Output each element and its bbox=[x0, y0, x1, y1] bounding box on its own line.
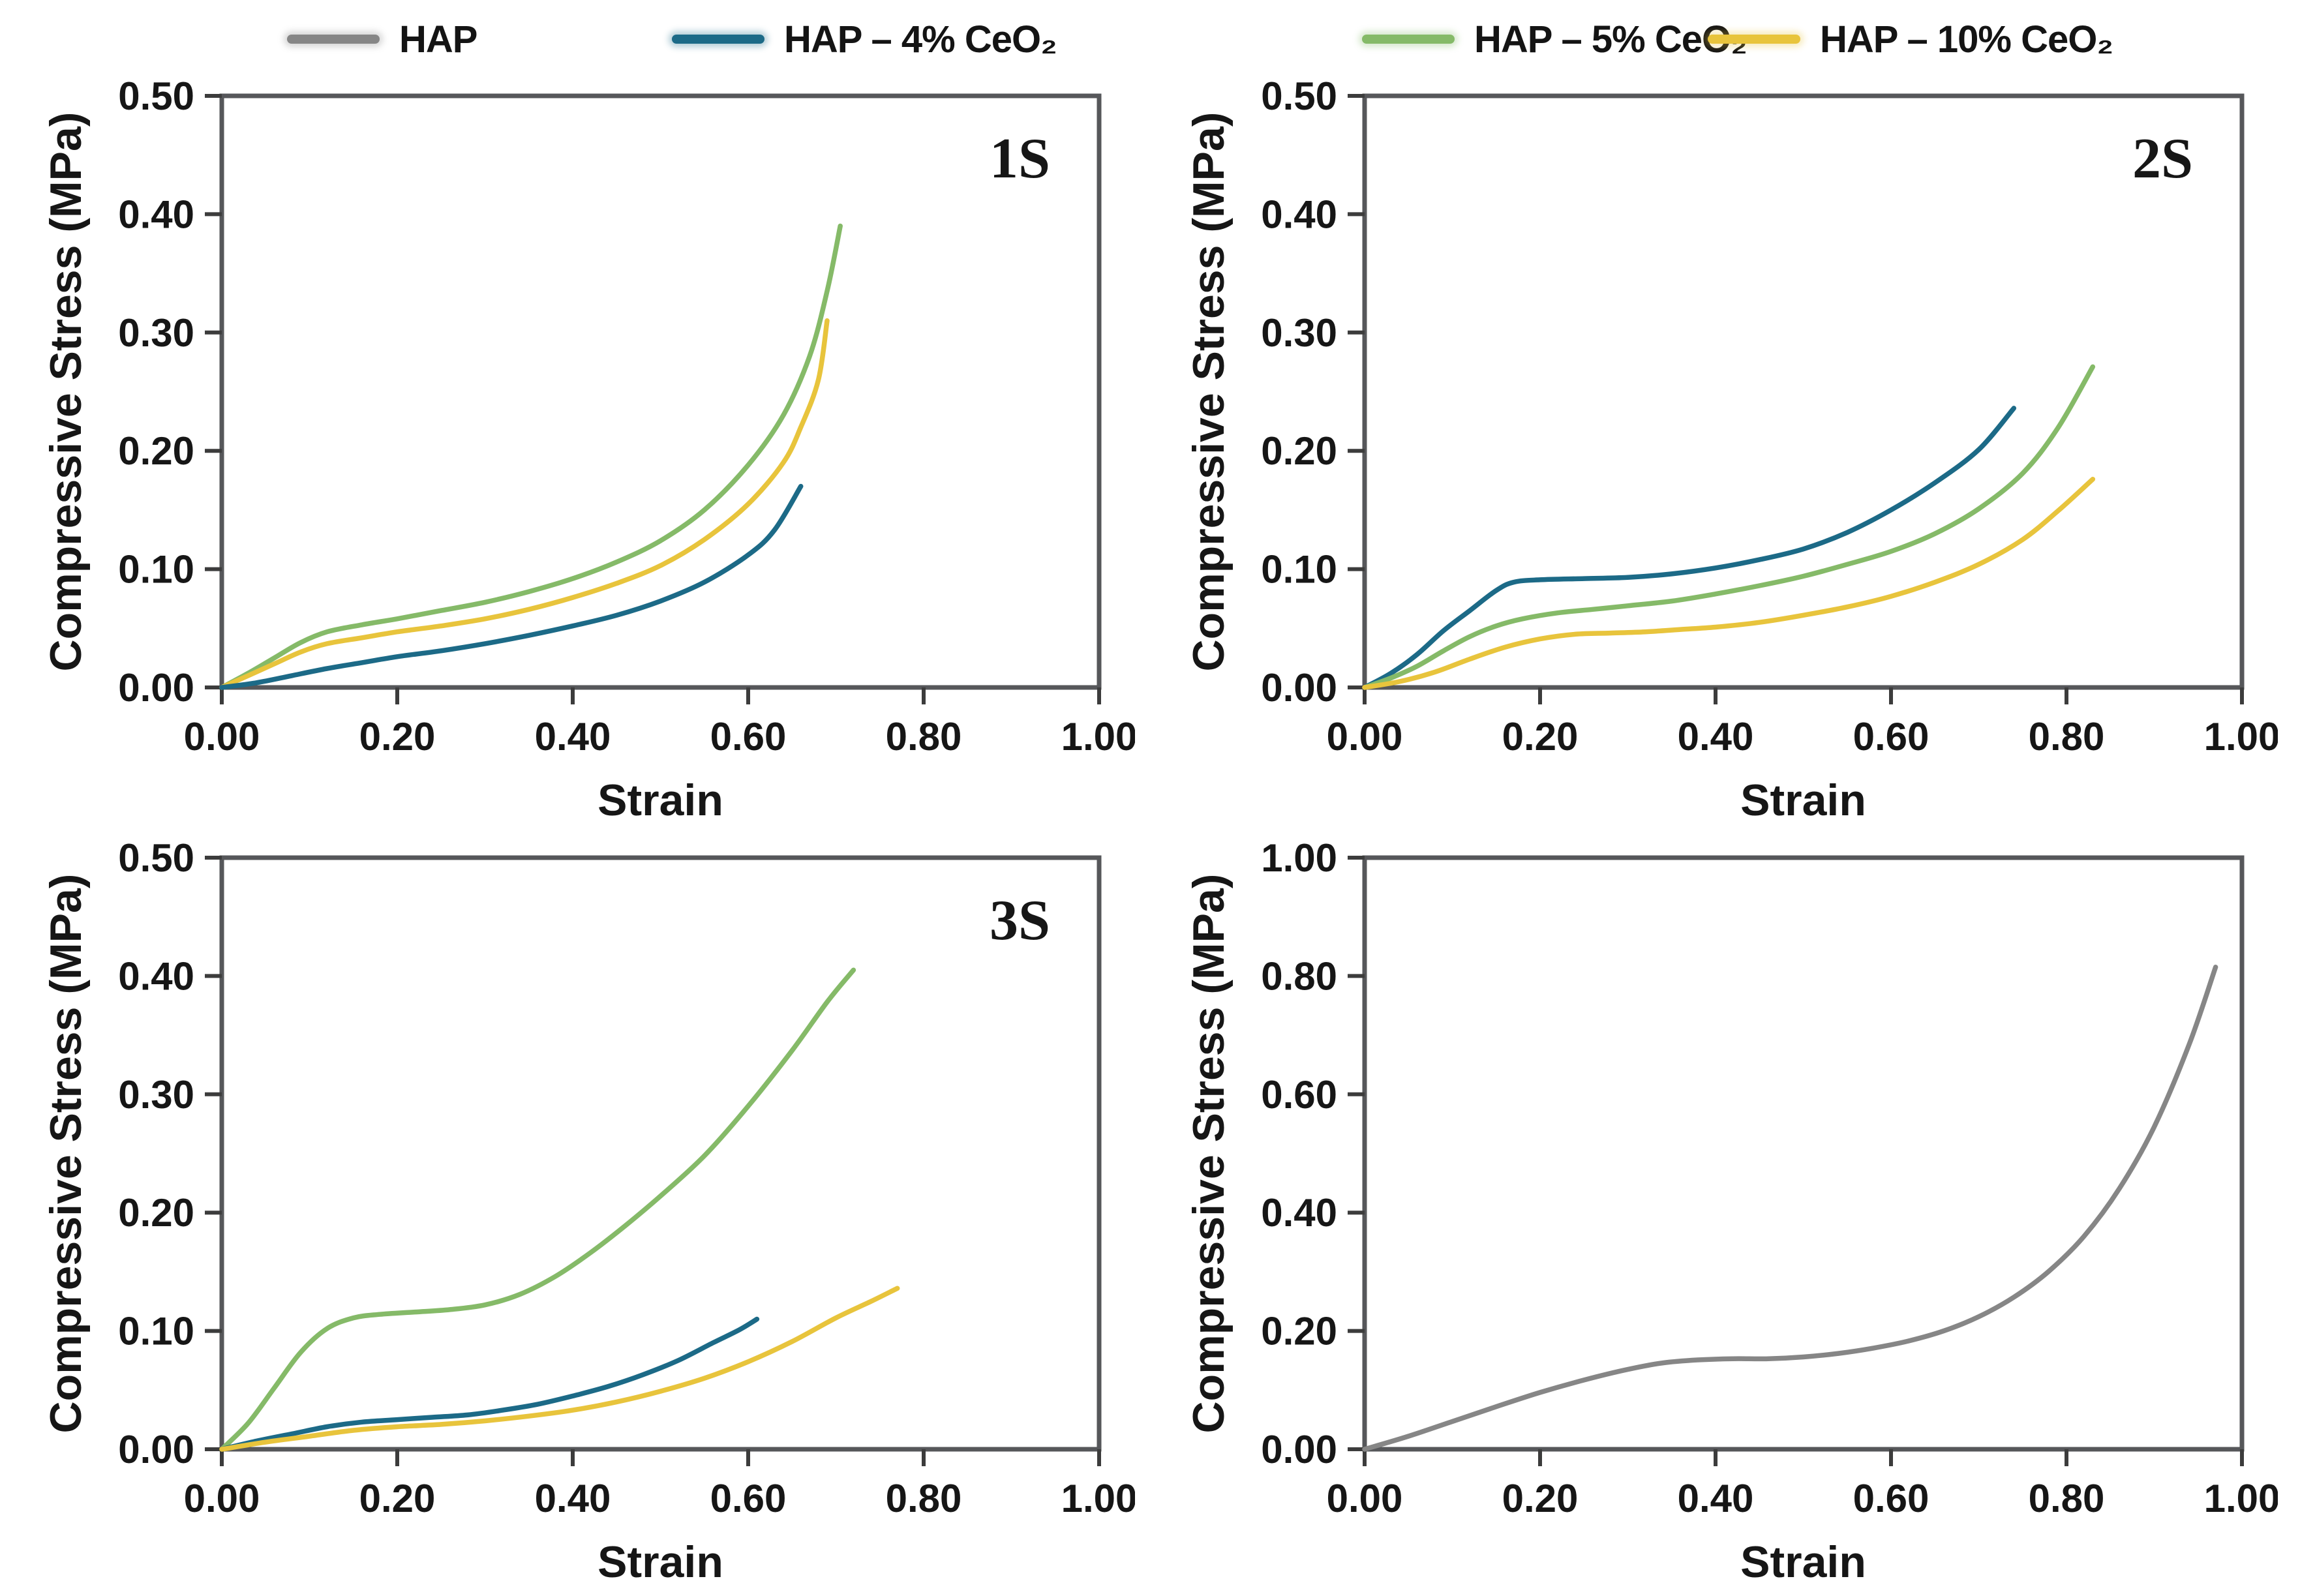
legend-item-label: HAP – 10% CeO₂ bbox=[1820, 18, 2113, 61]
legend-item-label: HAP – 4% CeO₂ bbox=[784, 18, 1057, 61]
legend-item: HAP – 5% CeO₂ bbox=[1362, 9, 1748, 69]
y-tick-label: 0.20 bbox=[1261, 1310, 1337, 1353]
y-tick-label: 0.00 bbox=[118, 666, 194, 710]
x-tick-label: 1.00 bbox=[1061, 715, 1135, 759]
y-tick-label: 0.50 bbox=[1261, 74, 1337, 118]
x-tick-label: 0.60 bbox=[1853, 715, 1929, 759]
panel-hap: 0.00 0.20 0.40 0.60 0.80 1.00 0.00 0.20 0.40 0.60… bbox=[1182, 835, 2280, 1593]
x-tick-label: 0.40 bbox=[1678, 715, 1754, 759]
panel-3s: 0.00 0.20 0.40 0.60 0.80 1.00 0.00 0.10 0.20 0.30… bbox=[39, 835, 1137, 1593]
y-axis-title: Compressive Stress (MPa) bbox=[41, 874, 91, 1434]
x-tick-label: 0.00 bbox=[184, 715, 260, 759]
x-tick-label: 0.80 bbox=[886, 1477, 962, 1520]
x-tick-label: 0.00 bbox=[1327, 715, 1403, 759]
y-tick-label: 0.00 bbox=[118, 1428, 194, 1471]
x-tick-label: 0.40 bbox=[535, 1477, 611, 1520]
y-tick-label: 0.50 bbox=[118, 74, 194, 118]
x-axis-title: Strain bbox=[1740, 775, 1866, 825]
y-tick-label: 0.10 bbox=[118, 1310, 194, 1353]
series-line-hap bbox=[1362, 965, 2218, 1452]
plot-border bbox=[1362, 93, 2245, 690]
series-line-hap10 bbox=[219, 318, 830, 690]
panel-corner-label: 3S bbox=[990, 889, 1050, 952]
x-tick-label: 1.00 bbox=[2204, 715, 2278, 759]
series-line-hap4 bbox=[219, 483, 804, 690]
panel-corner-label: 1S bbox=[990, 127, 1050, 190]
series-line-hap5 bbox=[219, 967, 856, 1452]
series-line-hap10 bbox=[1362, 476, 2096, 690]
x-tick-label: 0.20 bbox=[1502, 715, 1579, 759]
y-tick-label: 0.40 bbox=[118, 192, 194, 236]
x-axis-title: Strain bbox=[598, 1537, 723, 1587]
y-tick-label: 0.20 bbox=[118, 429, 194, 473]
x-tick-label: 0.00 bbox=[184, 1477, 260, 1520]
chart-svg: 0.00 0.20 0.40 0.60 0.80 1.00 0.00 0.20 0.40 0.60… bbox=[1184, 836, 2280, 1587]
panel-corner-label: 2S bbox=[2132, 127, 2193, 190]
y-tick-label: 0.00 bbox=[1261, 666, 1337, 710]
y-axis-title: Compressive Stress (MPa) bbox=[41, 112, 91, 672]
chart-svg: 0.00 0.20 0.40 0.60 0.80 1.00 0.00 0.10 0.20 0.30… bbox=[41, 74, 1137, 825]
y-axis-title: Compressive Stress (MPa) bbox=[1184, 874, 1233, 1434]
x-tick-label: 0.80 bbox=[2029, 715, 2105, 759]
legend-line-swatch bbox=[1708, 35, 1800, 44]
y-tick-label: 0.10 bbox=[1261, 548, 1337, 592]
panel-2s: 0.00 0.20 0.40 0.60 0.80 1.00 0.00 0.10 0.20 0.30… bbox=[1182, 73, 2280, 831]
legend-item-label: HAP bbox=[399, 18, 477, 61]
legend-item: HAP – 10% CeO₂ bbox=[1708, 9, 2113, 69]
y-tick-label: 0.40 bbox=[1261, 192, 1337, 236]
chart-svg: 0.00 0.20 0.40 0.60 0.80 1.00 0.00 0.10 0.20 0.30… bbox=[1184, 74, 2280, 825]
y-tick-label: 0.30 bbox=[118, 1073, 194, 1117]
x-tick-label: 0.80 bbox=[886, 715, 962, 759]
y-tick-label: 0.30 bbox=[118, 311, 194, 355]
y-tick-label: 1.00 bbox=[1261, 836, 1337, 880]
series-line-hap5 bbox=[219, 223, 843, 690]
legend-line-swatch bbox=[287, 35, 380, 44]
figure-legend: HAP HAP – 4% CeO₂ HAP – 5% CeO₂ HAP – 10% C… bbox=[0, 9, 2300, 69]
y-axis-title: Compressive Stress (MPa) bbox=[1184, 112, 1233, 672]
plot-border bbox=[1362, 855, 2245, 1452]
plot-border bbox=[219, 93, 1102, 690]
y-tick-label: 0.10 bbox=[118, 548, 194, 592]
x-tick-label: 0.20 bbox=[359, 1477, 436, 1520]
x-tick-label: 0.20 bbox=[1502, 1477, 1579, 1520]
y-tick-label: 0.40 bbox=[1261, 1191, 1337, 1235]
plot-border bbox=[219, 855, 1102, 1452]
legend-line-swatch bbox=[1362, 35, 1455, 44]
y-tick-label: 0.30 bbox=[1261, 311, 1337, 355]
x-tick-label: 0.60 bbox=[710, 1477, 787, 1520]
y-tick-label: 0.20 bbox=[1261, 429, 1337, 473]
x-tick-label: 1.00 bbox=[1061, 1477, 1135, 1520]
x-tick-label: 0.20 bbox=[359, 715, 436, 759]
legend-item-label: HAP – 5% CeO₂ bbox=[1474, 18, 1748, 61]
chart-svg: 0.00 0.20 0.40 0.60 0.80 1.00 0.00 0.10 0.20 0.30… bbox=[41, 836, 1137, 1587]
legend-line-swatch bbox=[672, 35, 764, 44]
x-tick-label: 0.40 bbox=[1678, 1477, 1754, 1520]
y-tick-label: 0.50 bbox=[118, 836, 194, 880]
series-line-hap4 bbox=[219, 1316, 760, 1452]
x-axis-title: Strain bbox=[598, 775, 723, 825]
series-line-hap5 bbox=[1362, 364, 2096, 690]
x-tick-label: 0.40 bbox=[535, 715, 611, 759]
panel-1s: 0.00 0.20 0.40 0.60 0.80 1.00 0.00 0.10 0.20 0.30… bbox=[39, 73, 1137, 831]
series-line-hap10 bbox=[219, 1286, 900, 1452]
legend-item: HAP bbox=[287, 9, 477, 69]
y-tick-label: 0.60 bbox=[1261, 1073, 1337, 1117]
x-tick-label: 0.80 bbox=[2029, 1477, 2105, 1520]
x-tick-label: 0.60 bbox=[710, 715, 787, 759]
y-tick-label: 0.20 bbox=[118, 1191, 194, 1235]
legend-item: HAP – 4% CeO₂ bbox=[672, 9, 1057, 69]
y-tick-label: 0.40 bbox=[118, 954, 194, 998]
x-tick-label: 0.60 bbox=[1853, 1477, 1929, 1520]
x-axis-title: Strain bbox=[1740, 1537, 1866, 1587]
y-tick-label: 0.00 bbox=[1261, 1428, 1337, 1471]
series-line-hap4 bbox=[1362, 406, 2017, 690]
y-tick-label: 0.80 bbox=[1261, 954, 1337, 998]
x-tick-label: 0.00 bbox=[1327, 1477, 1403, 1520]
x-tick-label: 1.00 bbox=[2204, 1477, 2278, 1520]
